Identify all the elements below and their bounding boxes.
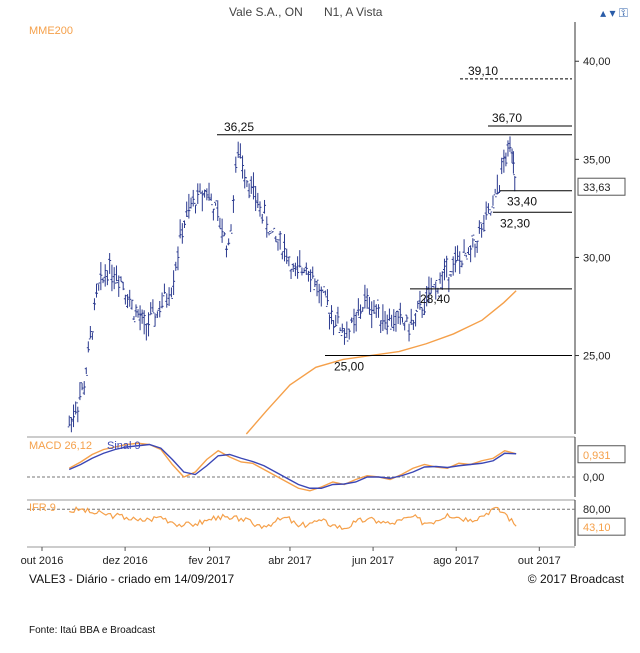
- x-tick-label: out 2016: [21, 555, 64, 567]
- ifr-title: IFR 9: [29, 502, 56, 514]
- signal-line: [68, 443, 517, 489]
- price-plot-area: [27, 22, 572, 434]
- last-price-box: [577, 177, 626, 196]
- ifr-last-label: 43,10: [583, 522, 611, 534]
- level-label: 39,10: [468, 64, 498, 78]
- lock-icon[interactable]: ⚿: [618, 6, 628, 20]
- price-y-tick-label: 25,00: [583, 351, 611, 363]
- x-tick-label: fev 2017: [188, 555, 230, 567]
- x-tick-label: abr 2017: [268, 555, 311, 567]
- zoom-icon[interactable]: ▴ ▾ ⚿: [600, 6, 628, 21]
- level-label: 25,00: [334, 360, 364, 374]
- price-panel: 40,00 35,00 30,00 25,00 MME200 39,10 36,70 36,2…: [27, 22, 626, 435]
- market-label: N1, A Vista: [324, 5, 383, 19]
- source-note: Fonte: Itaú BBA e Broadcast: [29, 625, 156, 636]
- macd-y-tick-label: 0,00: [583, 472, 604, 484]
- ifr-line: [69, 506, 517, 530]
- chart-caption: VALE3 - Diário - criado em 14/09/2017: [29, 572, 235, 586]
- ifr-y-tick-label: 80,00: [583, 504, 611, 516]
- x-tick-label: dez 2016: [102, 555, 147, 567]
- x-tick-label: jun 2017: [351, 555, 394, 567]
- zoom-arrows[interactable]: ▴ ▾: [600, 6, 616, 20]
- ifr-panel: 80,00 IFR 9 43,10: [27, 499, 626, 546]
- level-label: 28,40: [420, 292, 450, 306]
- copyright: © 2017 Broadcast: [527, 572, 624, 586]
- chart-title: Vale S.A., ON: [229, 5, 303, 19]
- x-axis: out 2016 dez 2016 fev 2017 abr 2017 jun 2017…: [21, 546, 575, 567]
- signal-title: Sinal 9: [107, 440, 141, 452]
- last-price-label: 33,63: [583, 182, 611, 194]
- level-label: 36,25: [224, 120, 254, 134]
- level-label: 32,30: [500, 216, 530, 230]
- level-label: 36,70: [492, 111, 522, 125]
- macd-panel: 0,00 MACD 26,12 Sinal 9 0,931: [27, 436, 626, 497]
- price-y-tick-label: 35,00: [583, 154, 611, 166]
- ma-label: MME200: [29, 25, 73, 37]
- macd-last-label: 0,931: [583, 450, 611, 462]
- stock-chart: 40,00 35,00 30,00 25,00 MME200 39,10 36,70 36,2…: [21, 22, 626, 567]
- macd-last-box: [577, 445, 626, 464]
- macd-title: MACD 26,12: [29, 440, 92, 452]
- price-y-tick-label: 30,00: [583, 252, 611, 264]
- price-y-tick-label: 40,00: [583, 56, 611, 68]
- ifr-last-box: [577, 517, 626, 536]
- ma200-line: [245, 290, 517, 435]
- level-label: 33,40: [507, 195, 537, 209]
- x-tick-label: out 2017: [518, 555, 561, 567]
- x-tick-label: ago 2017: [433, 555, 479, 567]
